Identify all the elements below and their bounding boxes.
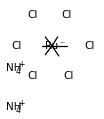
Text: Ru: Ru bbox=[45, 41, 59, 51]
Text: Cl: Cl bbox=[84, 41, 95, 51]
Text: 4: 4 bbox=[16, 106, 21, 115]
Text: NH: NH bbox=[6, 102, 22, 112]
Text: Cl: Cl bbox=[28, 71, 38, 81]
Text: Cl: Cl bbox=[11, 41, 21, 51]
Text: Cl: Cl bbox=[28, 10, 38, 20]
Text: NH: NH bbox=[6, 63, 22, 73]
Text: 4: 4 bbox=[16, 67, 21, 76]
Text: ––: –– bbox=[59, 40, 66, 45]
Text: Cl: Cl bbox=[61, 10, 72, 20]
Text: Cl: Cl bbox=[63, 71, 74, 81]
Text: +: + bbox=[18, 60, 25, 69]
Text: +: + bbox=[18, 99, 25, 108]
